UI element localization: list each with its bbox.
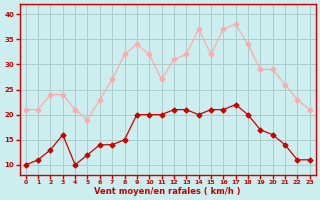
X-axis label: Vent moyen/en rafales ( km/h ): Vent moyen/en rafales ( km/h ) (94, 187, 241, 196)
